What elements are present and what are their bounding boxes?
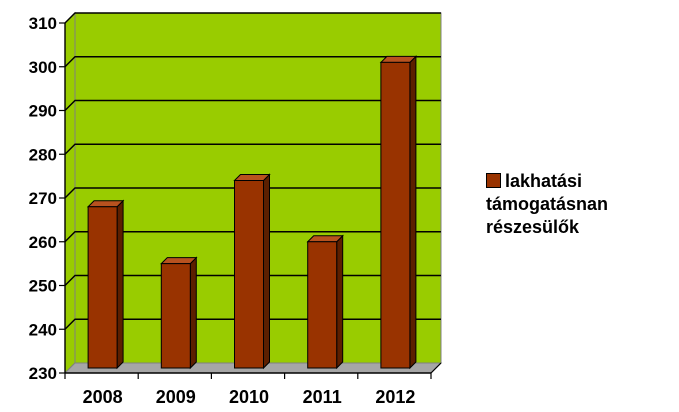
bar-front <box>234 180 264 369</box>
bar-top <box>233 174 271 181</box>
x-tick-label: 2012 <box>375 387 415 407</box>
y-tick-label: 240 <box>29 320 57 339</box>
bar-top <box>86 200 125 208</box>
bar-side <box>116 199 124 370</box>
gridline <box>64 143 441 155</box>
bar <box>160 256 198 370</box>
y-tick-label: 300 <box>29 58 57 77</box>
gridline <box>64 187 441 199</box>
gridline <box>64 12 441 24</box>
y-tick-label: 260 <box>29 233 57 252</box>
legend: lakhatási támogatásnan részesülők <box>486 170 679 239</box>
y-tick-label: 290 <box>29 102 57 121</box>
x-tick-label: 2009 <box>156 387 196 407</box>
bar-front <box>160 263 191 369</box>
y-tick-label: 270 <box>29 189 57 208</box>
legend-label: lakhatási támogatásnan részesülők <box>486 171 609 237</box>
bar-top <box>306 235 344 243</box>
y-tick-label: 230 <box>29 364 57 383</box>
y-tick-label: 280 <box>29 145 57 164</box>
bar-front <box>380 61 411 369</box>
bar-side <box>409 55 417 370</box>
bar-side <box>189 256 197 370</box>
bar-top <box>160 257 198 265</box>
x-tick-label: 2010 <box>229 387 269 407</box>
bar-side <box>336 234 344 370</box>
y-tick-label: 250 <box>29 277 57 296</box>
x-tick-label: 2011 <box>303 387 342 407</box>
bar <box>86 199 125 370</box>
x-axis-depth <box>430 362 442 374</box>
bar <box>233 173 271 370</box>
bar-side <box>263 173 270 370</box>
bar-front <box>87 206 118 369</box>
gridline <box>64 231 441 243</box>
bar-top <box>379 55 418 63</box>
legend-swatch <box>486 173 501 188</box>
x-tick-label: 2008 <box>83 387 123 407</box>
bar <box>306 234 344 370</box>
gridline <box>64 99 441 111</box>
gridline <box>64 56 441 68</box>
bar <box>379 55 418 370</box>
bar-front <box>307 241 338 369</box>
y-tick-label: 310 <box>29 14 57 33</box>
